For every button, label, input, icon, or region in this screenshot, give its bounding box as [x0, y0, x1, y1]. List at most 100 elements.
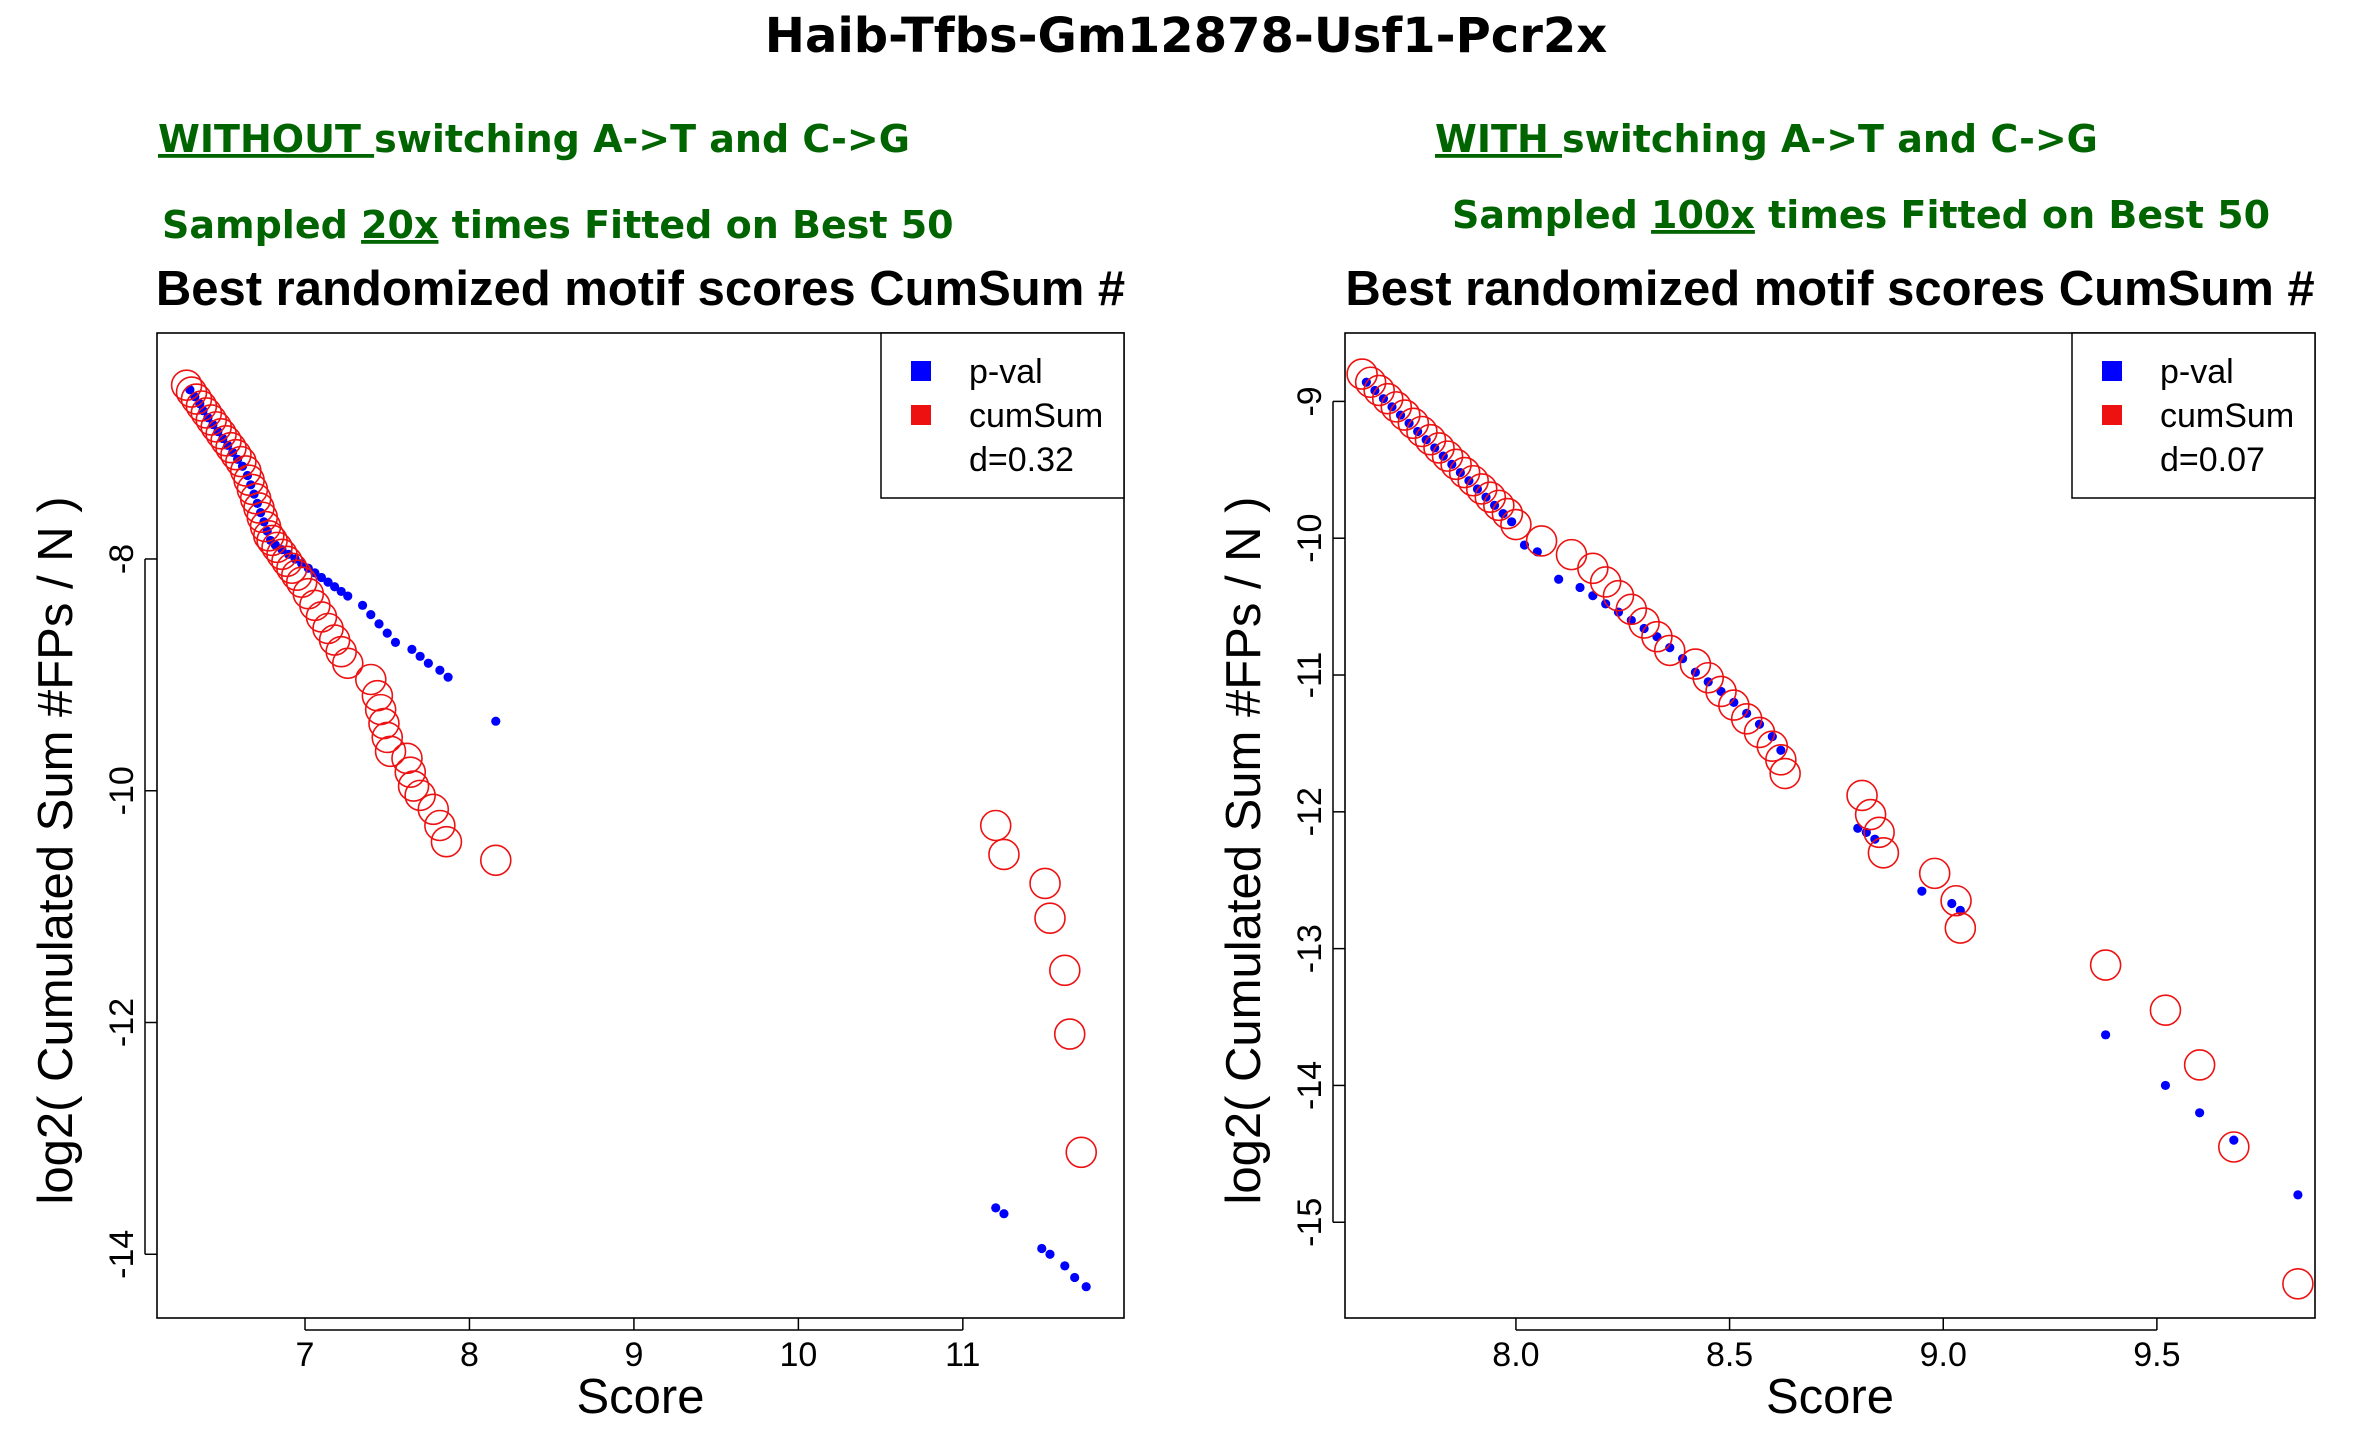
- right-series-pval: [1361, 377, 2303, 1200]
- left-series-pval: [185, 385, 1091, 1292]
- right-cumsum-point: [1555, 538, 1588, 571]
- right-cumsum-point: [1743, 716, 1776, 749]
- left-cumsum-point: [374, 735, 407, 768]
- right-pval-point: [1498, 508, 1508, 519]
- right-pval-point: [1507, 517, 1517, 527]
- left-cumsum-point: [979, 809, 1012, 842]
- right-pval-point: [1588, 591, 1598, 601]
- right-pval-point: [2101, 1030, 2111, 1040]
- right-y-axis-label: log2( Cumulated Sum #FPs / N ): [1217, 496, 1271, 1204]
- left-cumsum-point: [988, 838, 1020, 871]
- left-y-tick-label: -14: [103, 1230, 141, 1279]
- right-pval-point: [1665, 643, 1675, 653]
- right-pval-point: [1776, 745, 1786, 755]
- left-scatter-plot: Best randomized motif scores CumSum # 7 8 9…: [29, 262, 1125, 1424]
- right-pval-point: [1716, 686, 1726, 697]
- left-pval-point: [374, 619, 384, 629]
- right-cumsum-point: [1944, 912, 1977, 944]
- right-cumsum-point: [1346, 358, 1378, 390]
- left-pval-point: [357, 600, 368, 610]
- right-chart-title: Best randomized motif scores CumSum #: [1345, 262, 2314, 316]
- left-subtitle-switching: WITHOUT switching A->T and C->G: [158, 117, 910, 161]
- right-pval-point: [1729, 697, 1739, 707]
- left-cumsum-point: [243, 492, 275, 524]
- left-cumsum-point: [1065, 1136, 1098, 1169]
- left-cumsum-point: [233, 464, 265, 496]
- left-y-tick-label: -8: [103, 544, 141, 574]
- right-cumsum-point: [1380, 391, 1413, 423]
- right-cumsum-point: [1500, 508, 1532, 541]
- right-cumsum-point: [1525, 525, 1558, 557]
- right-pval-point: [1947, 898, 1957, 909]
- left-pval-point: [407, 644, 417, 654]
- right-cumsum-point: [1483, 489, 1515, 522]
- right-subtitle-switching-rest: switching A->T and C->G: [1562, 117, 2098, 161]
- left-y-axis-label: log2( Cumulated Sum #FPs / N ): [29, 496, 83, 1204]
- left-cumsum-point: [285, 566, 318, 598]
- left-pval-point: [336, 586, 346, 597]
- left-x-tick-label: 9: [624, 1336, 643, 1374]
- right-cumsum-point: [1653, 634, 1686, 667]
- left-pval-point: [415, 651, 425, 661]
- right-y-tick-label: -12: [1291, 787, 1329, 836]
- left-subtitle-sampling-underlined: 20x: [361, 203, 438, 247]
- left-cumsum-point: [354, 663, 387, 696]
- right-pval-point: [2160, 1080, 2171, 1091]
- left-subtitle-switching-rest: switching A->T and C->G: [374, 117, 910, 161]
- left-subtitles: WITHOUT switching A->T and C->G Sampled …: [158, 117, 954, 247]
- left-cumsum-point: [292, 577, 325, 610]
- right-x-tick-label: 8.0: [1492, 1336, 1539, 1374]
- left-cumsum-point: [230, 455, 262, 487]
- right-cumsum-point: [1371, 382, 1404, 415]
- right-pval-point: [1652, 632, 1662, 642]
- left-subtitle-sampling: Sampled 20x times Fitted on Best 50: [162, 203, 954, 247]
- left-cumsum-point: [404, 779, 436, 812]
- right-cumsum-point: [1769, 757, 1801, 790]
- left-pval-point: [1045, 1249, 1055, 1259]
- left-subtitle-sampling-post: times Fitted on Best 50: [438, 203, 953, 247]
- right-legend-swatch-cumsum: [2102, 405, 2122, 425]
- right-cumsum-point: [1641, 620, 1673, 653]
- left-cumsum-point: [253, 519, 285, 552]
- right-cumsum-point: [1918, 857, 1951, 890]
- right-pval-point: [2293, 1190, 2303, 1200]
- right-cumsum-point: [1705, 675, 1737, 708]
- right-cumsum-point: [1692, 661, 1725, 694]
- right-legend-swatch-pval: [2102, 361, 2122, 381]
- right-cumsum-point: [2183, 1049, 2216, 1081]
- left-cumsum-point: [424, 809, 456, 842]
- left-x-tick-label: 7: [296, 1336, 315, 1374]
- left-legend-label-pval: p-val: [969, 353, 1043, 391]
- right-subtitle-sampling-post: times Fitted on Best 50: [1755, 193, 2270, 237]
- left-pval-point: [491, 716, 501, 726]
- right-y-tick-label: -10: [1291, 514, 1329, 563]
- left-x-axis-label: Score: [576, 1370, 704, 1424]
- right-subtitles: WITH switching A->T and C->G Sampled 100…: [1435, 117, 2270, 237]
- right-legend: p-val cumSum d=0.07: [2071, 332, 2316, 499]
- left-cumsum-point: [430, 825, 463, 858]
- left-cumsum-point: [299, 589, 331, 622]
- right-x-tick-label: 9.5: [2133, 1336, 2180, 1374]
- left-series-cumsum: [170, 369, 1098, 1169]
- right-cumsum-point: [1940, 884, 1972, 917]
- left-cumsum-point: [325, 635, 357, 668]
- left-pval-point: [323, 577, 333, 587]
- left-cumsum-point: [1048, 954, 1081, 987]
- left-cumsum-point: [417, 793, 450, 826]
- left-cumsum-point: [331, 647, 364, 680]
- right-pval-point: [1613, 607, 1624, 617]
- left-cumsum-point: [312, 612, 344, 645]
- right-subtitle-switching: WITH switching A->T and C->G: [1435, 117, 2098, 161]
- right-cumsum-point: [1431, 440, 1464, 472]
- left-pval-point: [1037, 1243, 1047, 1254]
- right-cumsum-point: [1465, 473, 1498, 505]
- right-y-tick-label: -9: [1291, 386, 1329, 416]
- left-cumsum-point: [479, 844, 512, 877]
- right-cumsum-point: [2149, 994, 2182, 1026]
- right-pval-point: [1917, 886, 1927, 896]
- left-pval-point: [330, 582, 340, 592]
- right-y-tick-label: -15: [1291, 1198, 1329, 1247]
- right-plot-frame: [1344, 332, 2316, 1319]
- left-cumsum-point: [318, 624, 351, 656]
